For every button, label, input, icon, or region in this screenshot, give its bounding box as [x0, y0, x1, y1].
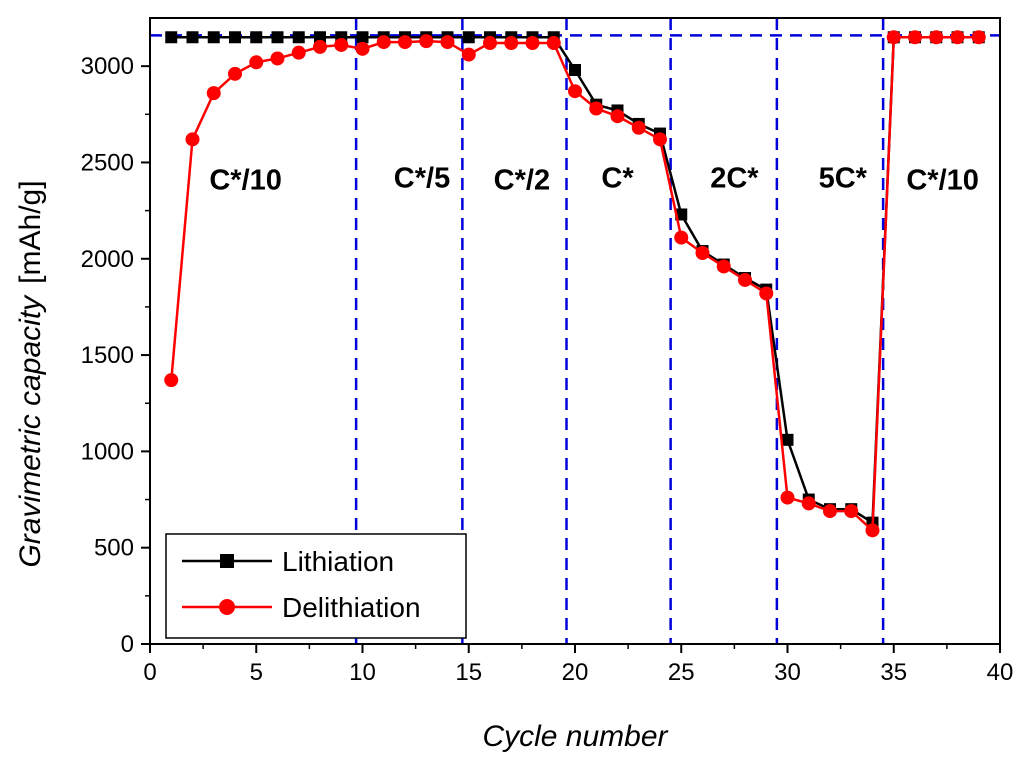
lithiation-point — [271, 31, 284, 44]
series-layer — [164, 30, 986, 538]
delithiation-line — [170, 36, 979, 534]
delithiation-point — [716, 259, 731, 274]
lithiation-point — [186, 31, 199, 44]
lithiation-point — [207, 31, 220, 44]
delithiation-point — [249, 55, 264, 70]
y-tick-label: 2000 — [81, 246, 134, 273]
delithiation-point — [504, 36, 519, 51]
x-tick-label: 5 — [250, 659, 263, 686]
x-tick-label: 10 — [349, 659, 376, 686]
delithiation-point — [695, 245, 710, 260]
delithiation-point — [291, 45, 306, 60]
rate-label-7: C*/10 — [906, 164, 979, 196]
rate-label-2: C*/5 — [394, 163, 450, 195]
lithiation-point — [356, 31, 369, 44]
lithiation-point — [314, 31, 326, 44]
delithiation-point — [865, 523, 880, 538]
x-tick-label: 35 — [880, 659, 907, 686]
lithiation-point — [335, 31, 348, 44]
delithiation-point — [419, 34, 434, 49]
delithiation-point — [568, 84, 582, 99]
delithiation-point — [185, 132, 200, 147]
rate-labels: C*/10 C*/5 C*/2 C* 2C* 5C* C*/10 — [209, 163, 979, 197]
legend-delithiation-label: Delithiation — [282, 592, 421, 623]
lithiation-point — [781, 433, 794, 446]
y-axis-title-unit: [mAh/g] — [14, 180, 47, 283]
delithiation-point — [653, 132, 667, 147]
legend-lithiation-label: Lithiation — [282, 546, 394, 577]
x-tick-label: 0 — [143, 659, 156, 686]
lithiation-point — [250, 31, 263, 44]
x-tick-label: 40 — [987, 659, 1014, 686]
delithiation-point — [376, 35, 391, 50]
axes: 0 5 10 15 20 25 30 35 40 0 500 1000 1500 2000 2500 3000 — [81, 17, 1014, 686]
delithiation-point — [610, 109, 625, 124]
delithiation-point — [355, 41, 370, 56]
y-tick-label: 500 — [94, 535, 134, 562]
delithiation-point — [801, 496, 816, 511]
lithiation-point — [675, 208, 688, 221]
rate-label-5: 2C* — [710, 163, 759, 195]
delithiation-point — [929, 30, 944, 45]
lithiation-point — [229, 31, 241, 44]
delithiation-point — [313, 39, 327, 54]
lithiation-point — [292, 31, 305, 44]
x-tick-label: 30 — [774, 659, 801, 686]
y-tick-label: 0 — [121, 631, 134, 658]
lithiation-line — [171, 36, 979, 525]
rate-label-1: C*/10 — [209, 164, 282, 196]
x-tick-label: 25 — [668, 659, 695, 686]
legend-delithiation-marker — [219, 599, 235, 615]
y-axis-title: Gravimetric capacity [mAh/g] — [14, 180, 47, 567]
delithiation-point — [206, 86, 221, 101]
delithiation-point — [738, 272, 752, 287]
delithiation-point — [228, 66, 242, 81]
y-tick-label: 1500 — [81, 342, 134, 369]
lithiation-point — [165, 31, 178, 44]
delithiation-point — [483, 36, 497, 51]
delithiation-point — [589, 101, 604, 116]
delithiation-point — [674, 230, 689, 245]
delithiation-point — [886, 30, 901, 45]
delithiation-point — [908, 30, 922, 45]
delithiation-point — [440, 35, 455, 50]
x-tick-label: 20 — [562, 659, 589, 686]
delithiation-point — [950, 30, 965, 45]
delithiation-point — [525, 36, 540, 51]
y-tick-label: 3000 — [81, 53, 134, 80]
delithiation-point — [780, 490, 795, 505]
legend: Lithiation Delithiation — [165, 533, 467, 639]
legend-box — [165, 533, 467, 639]
delithiation-point — [398, 35, 412, 50]
delithiation-point — [270, 51, 285, 66]
delithiation-point — [546, 36, 561, 51]
x-tick-label: 15 — [455, 659, 482, 686]
rate-label-3: C*/2 — [494, 164, 550, 196]
legend-lithiation-marker — [220, 554, 234, 568]
x-axis-title: Cycle number — [482, 720, 668, 753]
lithiation-point — [462, 31, 475, 44]
y-tick-label: 1000 — [81, 438, 134, 465]
delithiation-point — [759, 286, 774, 301]
delithiation-point — [461, 47, 476, 62]
y-axis-title-main: Gravimetric capacity — [14, 294, 47, 568]
delithiation-point — [823, 504, 837, 519]
delithiation-point — [334, 37, 349, 52]
delithiation-point — [971, 30, 986, 45]
rate-label-6: 5C* — [819, 163, 868, 195]
delithiation-point — [844, 504, 859, 519]
lithiation-point — [569, 64, 581, 77]
delithiation-point — [164, 373, 179, 388]
rate-label-4: C* — [601, 163, 634, 195]
delithiation-point — [631, 120, 646, 135]
y-tick-label: 2500 — [81, 149, 134, 176]
